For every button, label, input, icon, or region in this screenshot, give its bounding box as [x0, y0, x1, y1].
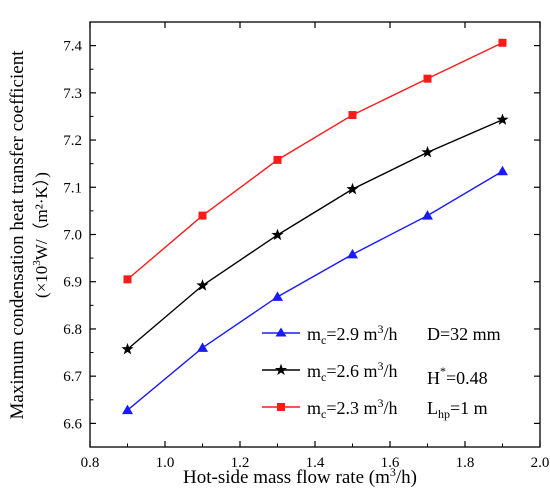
y-tick-label: 6.6 [63, 416, 82, 432]
data-point [272, 291, 283, 301]
legend-item-m-c-2.9: mc=2.9 m3/h [262, 322, 398, 347]
data-point [497, 165, 508, 176]
y-axis-label: Maximum condensation heat transfer coeff… [7, 50, 28, 420]
annotation-diameter: D=32 mm [427, 324, 501, 344]
data-point [271, 228, 284, 241]
series-markers [121, 38, 509, 415]
data-point [423, 74, 432, 83]
data-point [123, 275, 132, 284]
data-point [121, 342, 134, 355]
y-tick-label: 6.9 [63, 275, 82, 291]
x-tick-label: 2.0 [531, 455, 550, 471]
y-axis-label-units: (×103W/（m²·K）) [31, 172, 51, 298]
y-tick-label: 7.4 [63, 39, 82, 55]
data-point [196, 279, 209, 291]
data-point [347, 248, 358, 259]
x-tick-label: 1.2 [231, 455, 250, 471]
y-tick-label: 7.3 [63, 86, 82, 102]
data-point [422, 210, 433, 220]
data-point [348, 111, 357, 120]
x-tick-label: 1.4 [306, 455, 325, 471]
y-tick-label: 6.8 [63, 322, 82, 338]
x-tick-label: 0.8 [81, 455, 100, 471]
y-tick-label: 7.2 [63, 133, 82, 149]
x-axis-label: Hot-side mass flow rate (m3/h) [183, 465, 417, 488]
legend: mc=2.9 m3/h mc=2.6 m3/h mc=2.3 m3/h [262, 322, 398, 421]
x-tick-label: 1.8 [456, 455, 475, 471]
annotation-height-ratio: H*=0.48 [427, 364, 488, 388]
data-point [346, 182, 359, 195]
data-point [421, 145, 434, 158]
annotation-heat-pipe-length: Lhp=1 m [427, 398, 488, 421]
svg-text:mc=2.3 m3/h: mc=2.3 m3/h [307, 396, 398, 421]
series-line-2 [127, 42, 503, 280]
data-point [273, 155, 282, 164]
data-point [197, 342, 208, 352]
legend-item-m-c-2.6: mc=2.6 m3/h [262, 359, 398, 384]
legend-item-m-c-2.3: mc=2.3 m3/h [262, 396, 398, 421]
data-point [496, 113, 509, 125]
y-tick-label: 6.7 [63, 369, 82, 385]
data-point [498, 38, 507, 47]
x-tick-label: 1.6 [381, 455, 400, 471]
data-point [122, 404, 133, 415]
y-tick-label: 7.0 [63, 228, 82, 244]
data-point [198, 211, 207, 220]
series-lines [127, 42, 503, 411]
y-tick-label: 7.1 [63, 180, 82, 196]
series-line-0 [127, 170, 503, 411]
series-line-1 [127, 119, 503, 350]
svg-text:mc=2.6 m3/h: mc=2.6 m3/h [307, 359, 398, 384]
svg-text:mc=2.9 m3/h: mc=2.9 m3/h [307, 322, 398, 347]
axis-ticks: 0.8 1.0 1.2 1.4 1.6 1.8 2.0 6.6 6.7 6.8 6.9 7.0 7.1 7… [63, 22, 549, 471]
x-tick-label: 1.0 [156, 455, 175, 471]
